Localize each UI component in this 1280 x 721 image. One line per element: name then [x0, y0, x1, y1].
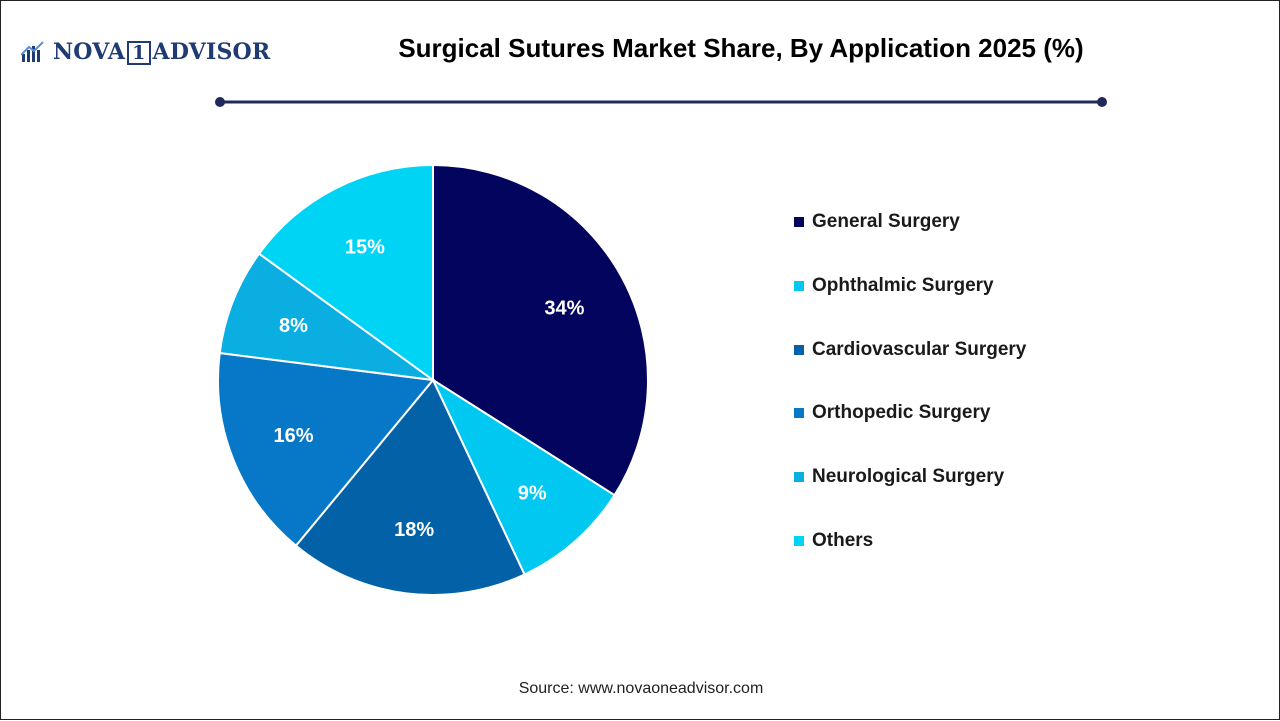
- title-divider: [215, 97, 1107, 107]
- data-label: 16%: [273, 425, 313, 447]
- pie-slice-cardiovascular-surgery: [294, 378, 526, 596]
- legend-swatch: [794, 217, 804, 227]
- legend-label: Cardiovascular Surgery: [812, 338, 1027, 360]
- chart-legend: General Surgery Ophthalmic Surgery Cardiov…: [794, 207, 1026, 590]
- logo-text: NOVA 1 ADVISOR: [53, 39, 270, 65]
- data-label: 9%: [518, 483, 547, 505]
- pie-slice-others: [257, 163, 434, 382]
- data-label: 18%: [394, 519, 434, 541]
- legend-item: Cardiovascular Surgery: [794, 335, 1026, 365]
- legend-item: Orthopedic Surgery: [794, 398, 1026, 428]
- logo-text-box: 1: [127, 41, 151, 65]
- legend-item: Ophthalmic Surgery: [794, 271, 1026, 301]
- brand-logo: NOVA 1 ADVISOR: [21, 37, 270, 67]
- legend-swatch: [794, 535, 804, 546]
- chart-title: Surgical Sutures Market Share, By Applic…: [398, 33, 1084, 63]
- legend-item: General Surgery: [794, 207, 1026, 237]
- legend-swatch: [794, 280, 804, 291]
- logo-text-right: ADVISOR: [152, 39, 271, 65]
- data-label: 34%: [544, 298, 584, 320]
- pie-slice-ophthalmic-surgery: [430, 377, 616, 576]
- legend-label: Neurological Surgery: [812, 466, 1005, 488]
- legend-label: Others: [812, 529, 874, 551]
- pie-slice-general-surgery: [432, 163, 649, 497]
- source-note: Source: www.novaoneadvisor.com: [518, 680, 764, 697]
- legend-item: Neurological Surgery: [794, 462, 1026, 492]
- legend-swatch: [794, 472, 804, 483]
- legend-swatch: [794, 408, 804, 419]
- bar-chart-icon: [21, 41, 44, 62]
- logo-text-left: NOVA: [53, 39, 126, 65]
- data-label: 15%: [345, 236, 385, 258]
- legend-swatch: [794, 344, 804, 355]
- legend-label: Ophthalmic Surgery: [812, 274, 994, 296]
- legend-label: Orthopedic Surgery: [812, 402, 991, 424]
- legend-item: Others: [794, 526, 1026, 556]
- data-label: 8%: [279, 315, 308, 337]
- legend-label: General Surgery: [812, 211, 960, 232]
- pie-slice-neurological-surgery: [218, 252, 434, 381]
- pie-slice-orthopedic-surgery: [217, 351, 435, 548]
